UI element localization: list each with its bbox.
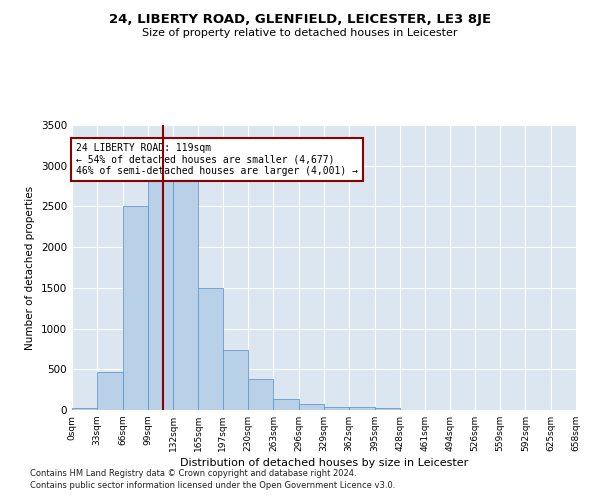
Bar (349, 406, 374, 410)
Text: Size of property relative to detached houses in Leicester: Size of property relative to detached ho… (142, 28, 458, 38)
X-axis label: Distribution of detached houses by size in Leicester: Distribution of detached houses by size … (180, 458, 468, 468)
Bar (248, 379, 274, 410)
Bar (299, 404, 324, 410)
Y-axis label: Number of detached properties: Number of detached properties (25, 186, 35, 350)
Bar (122, 206, 148, 410)
Bar (72, 408, 97, 410)
Text: 24, LIBERTY ROAD, GLENFIELD, LEICESTER, LE3 8JE: 24, LIBERTY ROAD, GLENFIELD, LEICESTER, … (109, 12, 491, 26)
Bar (199, 288, 223, 410)
Bar (173, 180, 199, 410)
Text: 24 LIBERTY ROAD: 119sqm
← 54% of detached houses are smaller (4,677)
46% of semi: 24 LIBERTY ROAD: 119sqm ← 54% of detache… (76, 143, 358, 176)
Bar (374, 408, 400, 410)
Text: Contains public sector information licensed under the Open Government Licence v3: Contains public sector information licen… (30, 481, 395, 490)
Bar (97, 372, 122, 410)
Text: Contains HM Land Registry data © Crown copyright and database right 2024.: Contains HM Land Registry data © Crown c… (30, 468, 356, 477)
Bar (324, 406, 349, 410)
Bar (223, 350, 248, 410)
Bar (274, 398, 299, 410)
Bar (148, 180, 173, 410)
